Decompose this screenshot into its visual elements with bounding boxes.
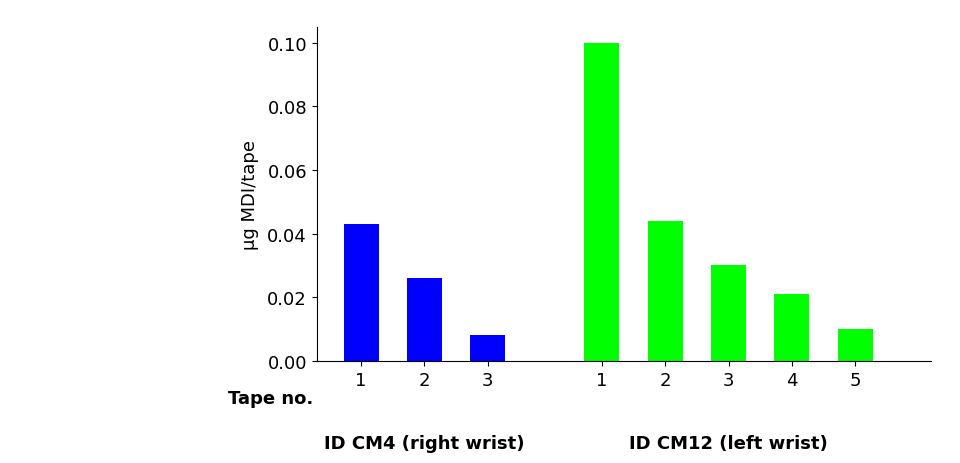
Bar — [585, 44, 619, 361]
Bar — [711, 266, 746, 361]
Text: ID CM4 (right wrist): ID CM4 (right wrist) — [324, 434, 525, 452]
Bar — [407, 279, 442, 361]
Bar — [648, 221, 683, 361]
Text: ID CM12 (left wrist): ID CM12 (left wrist) — [629, 434, 828, 452]
Bar — [344, 225, 378, 361]
Text: Tape no.: Tape no. — [228, 389, 314, 407]
Y-axis label: μg MDI/tape: μg MDI/tape — [241, 139, 259, 250]
Bar — [470, 336, 505, 361]
Bar — [775, 294, 809, 361]
Bar — [838, 329, 873, 361]
